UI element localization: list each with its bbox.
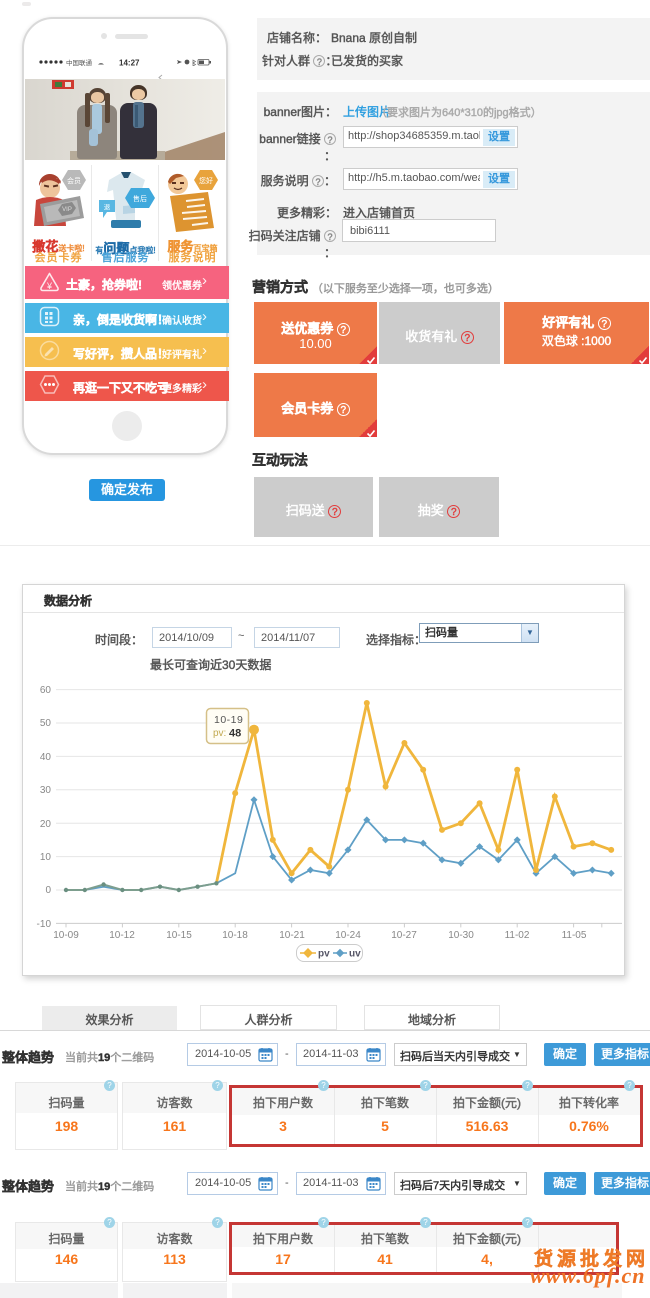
svg-text:您好: 您好 (199, 176, 213, 185)
svg-text:10-19: 10-19 (214, 714, 243, 726)
svg-text:中国联通: 中国联通 (66, 58, 93, 66)
svg-text:10-30: 10-30 (448, 930, 474, 941)
svg-text:14:27: 14:27 (119, 59, 140, 67)
svg-text:-10: -10 (37, 919, 52, 930)
svg-text:11-02: 11-02 (505, 930, 530, 941)
svg-text:50: 50 (40, 718, 52, 729)
svg-text:48: 48 (229, 728, 241, 740)
svg-text:0: 0 (45, 885, 51, 896)
svg-text:会员: 会员 (67, 176, 81, 185)
svg-text:pv:: pv: (213, 728, 226, 739)
svg-text:pv: pv (318, 949, 330, 960)
svg-text:10-24: 10-24 (335, 930, 361, 941)
svg-text:10: 10 (40, 852, 52, 863)
svg-text:10-15: 10-15 (166, 930, 192, 941)
svg-text:10-12: 10-12 (109, 930, 135, 941)
svg-text:40: 40 (40, 752, 52, 763)
svg-text:60: 60 (40, 685, 52, 696)
svg-text:10-09: 10-09 (53, 930, 79, 941)
svg-text:30: 30 (40, 785, 52, 796)
svg-text:11-05: 11-05 (562, 930, 587, 941)
svg-text:10-18: 10-18 (222, 930, 248, 941)
svg-text:VIP: VIP (62, 207, 72, 213)
svg-text:20: 20 (40, 819, 52, 830)
svg-text:¥: ¥ (46, 281, 53, 291)
svg-text:10-27: 10-27 (391, 930, 417, 941)
svg-text:退: 退 (104, 202, 111, 211)
svg-text:uv: uv (349, 949, 361, 960)
svg-text:10-21: 10-21 (279, 930, 305, 941)
svg-text:售后: 售后 (133, 194, 147, 203)
